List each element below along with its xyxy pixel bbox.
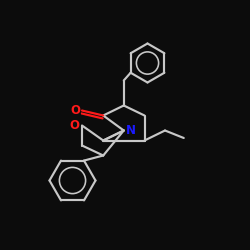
- Text: O: O: [70, 104, 80, 117]
- Text: O: O: [70, 119, 80, 132]
- Text: N: N: [126, 124, 136, 137]
